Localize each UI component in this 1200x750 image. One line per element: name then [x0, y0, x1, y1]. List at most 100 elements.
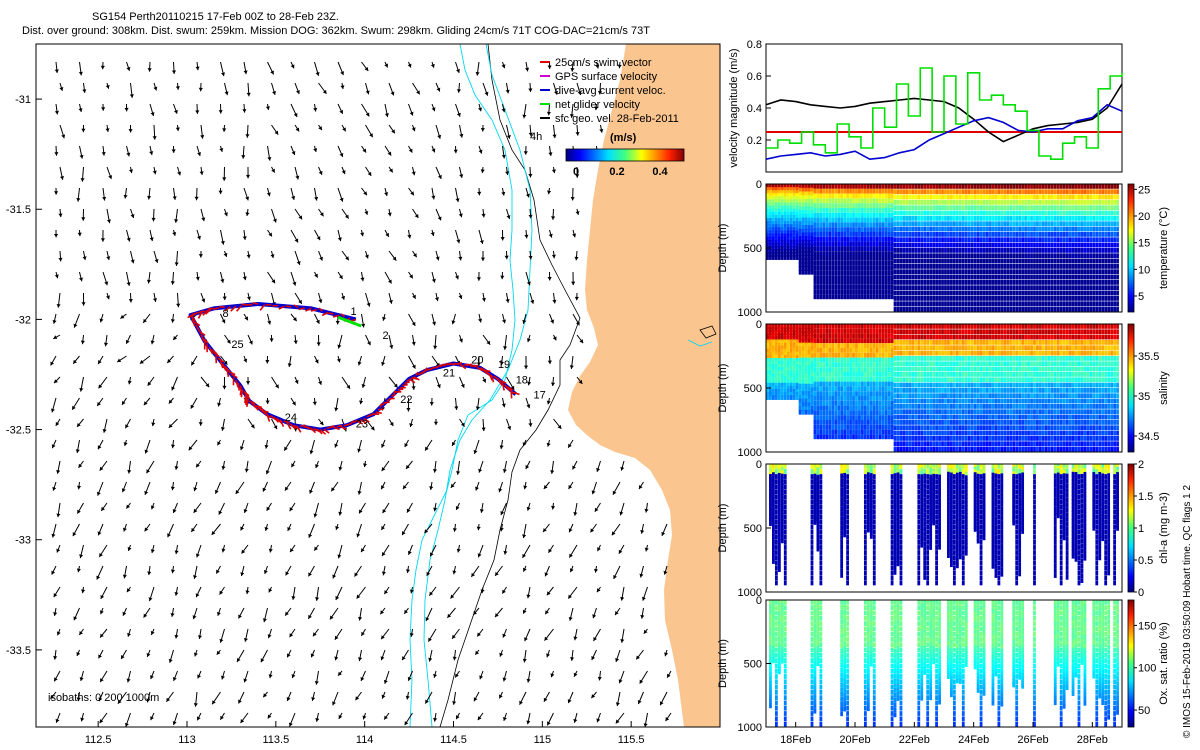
section-cell [774, 248, 778, 254]
section-cell [1095, 226, 1099, 232]
geo-vector-head [639, 679, 644, 684]
section-cell [774, 255, 778, 260]
section-cell [769, 196, 772, 202]
section-cell [1071, 221, 1075, 227]
section-cell [917, 237, 921, 243]
geo-vector-head [56, 513, 61, 518]
section-cell [1071, 226, 1075, 232]
section-cell [1021, 200, 1025, 205]
section-cell [872, 227, 876, 232]
section-cell [1027, 237, 1030, 243]
section-cell [804, 232, 808, 238]
section-cell [795, 211, 799, 217]
geo-vector-head [358, 657, 363, 662]
section-cell [1015, 200, 1019, 205]
section-cell [810, 213, 814, 219]
section-cell [801, 324, 805, 329]
section-cell [970, 194, 974, 200]
section-cell [858, 280, 861, 285]
section-cell [801, 240, 805, 245]
section-cell [920, 200, 924, 205]
section-cell [1050, 280, 1054, 285]
section-cell [1012, 237, 1016, 243]
section-cell [810, 247, 814, 253]
section-cell [950, 280, 953, 285]
section-cell [958, 221, 962, 227]
geo-vector-head [380, 610, 385, 615]
section-cell [887, 251, 891, 256]
section-cell [798, 365, 802, 370]
geo-vector-head [359, 509, 363, 514]
section-cell [1030, 216, 1033, 221]
section-cell [881, 198, 885, 204]
section-cell [1030, 232, 1033, 237]
section-cell [1039, 205, 1042, 211]
section-cell [988, 226, 992, 232]
section-cell [902, 285, 906, 291]
section-cell [1039, 232, 1042, 237]
section-cell [798, 372, 802, 378]
section-cell [872, 236, 876, 242]
geo-vector-head [296, 260, 301, 265]
section-cell [1110, 221, 1114, 227]
section-cell [917, 194, 921, 200]
section-cell [979, 306, 983, 312]
section-cell [798, 228, 802, 234]
geo-vector-head [341, 295, 346, 300]
section-cell [923, 189, 927, 195]
section-cell [1036, 301, 1039, 307]
section-cell [825, 193, 829, 199]
section-cell [1113, 296, 1116, 301]
section-cell [964, 258, 968, 264]
section-cell [887, 222, 891, 228]
section-cell [1062, 269, 1066, 275]
section-cell [929, 205, 933, 211]
geo-vector-head [346, 384, 351, 389]
section-cell [1036, 296, 1039, 301]
section-cell [783, 242, 787, 248]
section-cell [1018, 264, 1022, 269]
section-cell [795, 345, 799, 351]
section-cell [944, 264, 947, 269]
section-cell [822, 227, 826, 232]
section-cell [923, 274, 927, 280]
section-cell [1003, 280, 1007, 285]
section-cell [1071, 290, 1075, 296]
section-cell [976, 184, 980, 189]
section-cell [1003, 226, 1007, 232]
section-cell [846, 212, 849, 218]
section-cell [994, 237, 998, 243]
section-cell [896, 194, 900, 200]
section-cell [858, 236, 861, 242]
section-cell [789, 324, 793, 329]
section-cell [1053, 210, 1057, 216]
section-cell [926, 184, 930, 189]
section-cell [1059, 248, 1063, 253]
geo-vector-head [594, 106, 599, 111]
section-cell [777, 351, 781, 357]
swim-vector [384, 401, 390, 404]
section-cell [1003, 242, 1007, 248]
section-cell [878, 184, 882, 189]
section-cell [1080, 189, 1084, 195]
swim-vector [476, 366, 484, 372]
swim-vector [248, 400, 256, 405]
section-cell [866, 260, 870, 266]
section-cell [801, 353, 805, 359]
geo-vector-head [528, 255, 533, 260]
section-cell [1080, 306, 1084, 312]
geo-vector-head [544, 572, 549, 577]
section-cell [1083, 248, 1087, 253]
section-cell [792, 373, 796, 379]
section-cell [783, 333, 787, 339]
section-cell [1089, 258, 1093, 264]
section-cell [872, 260, 876, 266]
section-cell [1071, 184, 1075, 189]
geo-vector-head [120, 314, 125, 319]
geo-vector-head [79, 387, 84, 392]
geo-vector-head [431, 278, 436, 283]
section-cell [985, 226, 989, 232]
section-cell [973, 210, 977, 216]
section-cell [777, 333, 781, 339]
section-cell [905, 226, 909, 232]
